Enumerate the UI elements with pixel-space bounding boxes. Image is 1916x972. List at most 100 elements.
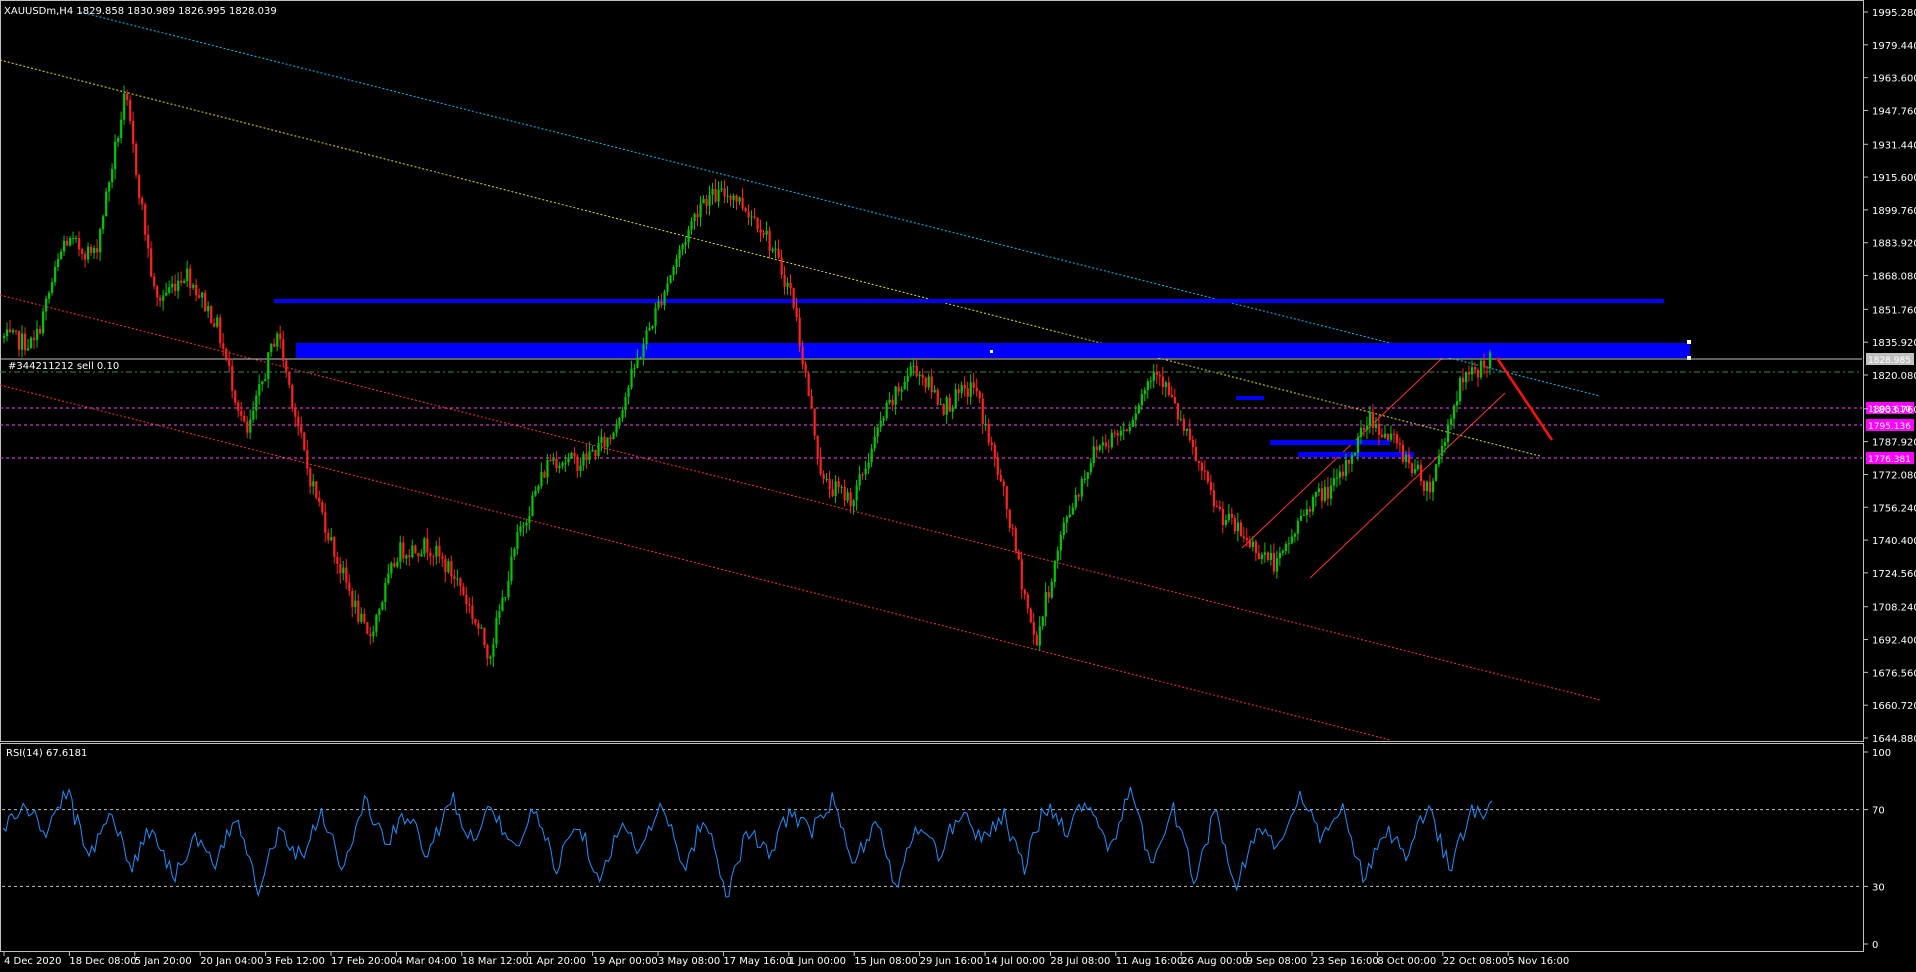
time-tick-label: 1 Jun 00:00 <box>789 956 846 967</box>
time-tick-label: 19 Apr 00:00 <box>593 956 658 967</box>
candle-body <box>864 468 867 475</box>
candle-body <box>1104 442 1107 447</box>
small-zone <box>1236 396 1264 400</box>
candle-body <box>858 474 861 486</box>
candle-body <box>603 436 606 447</box>
candle-body <box>42 311 45 334</box>
price-badge: 1828.985 <box>1866 353 1914 366</box>
candle-body <box>600 436 603 443</box>
candle-body <box>501 597 504 612</box>
zone-handle <box>1687 356 1691 360</box>
candle-body <box>1359 427 1363 437</box>
candle-body <box>777 248 780 258</box>
time-tick-label: 3 May 08:00 <box>658 956 720 967</box>
candle-body <box>879 420 882 428</box>
candle-body <box>771 249 774 251</box>
candle-body <box>1392 433 1396 435</box>
candle-body <box>291 385 294 409</box>
candle-body <box>1416 464 1420 470</box>
candle-body <box>984 423 987 425</box>
candle-body <box>54 267 57 283</box>
candle-body <box>96 248 99 253</box>
candle-body <box>357 600 360 622</box>
candle-body <box>591 449 594 452</box>
candle-body <box>1056 550 1059 561</box>
candle-body <box>690 221 693 230</box>
annotations-layer <box>1495 357 1554 441</box>
candle-body <box>741 197 744 209</box>
candle-body <box>336 556 339 564</box>
candle-body <box>768 230 771 251</box>
candle-body <box>1311 496 1315 512</box>
candle-body <box>918 374 921 377</box>
candle-body <box>114 141 117 170</box>
candle-body <box>1050 582 1053 598</box>
candle-body <box>1173 396 1176 404</box>
candle-body <box>1410 463 1414 474</box>
candle-body <box>228 358 231 367</box>
price-tick-label: 1995.280 <box>1872 8 1916 19</box>
candle-body <box>1116 433 1119 436</box>
candle-body <box>282 339 285 361</box>
candle-body <box>588 451 591 461</box>
candle-body <box>1422 481 1426 491</box>
candle-body <box>18 331 21 350</box>
candle-body <box>963 385 966 389</box>
candle-body <box>873 436 876 449</box>
candle-body <box>1278 552 1282 559</box>
candle-body <box>1365 425 1369 431</box>
candle-body <box>948 397 951 412</box>
candle-body <box>945 397 948 415</box>
candle-body <box>57 259 60 268</box>
candle-body <box>528 515 531 523</box>
candle-body <box>1446 424 1450 443</box>
price-tick-label: 1979.440 <box>1872 41 1916 52</box>
candle-body <box>477 623 480 629</box>
candle-body <box>978 391 981 399</box>
candle-body <box>1356 436 1360 453</box>
candle-body <box>801 346 804 365</box>
candle-body <box>261 381 264 385</box>
candle-body <box>585 453 588 461</box>
candle-body <box>966 388 969 397</box>
order-label[interactable]: #344211212 sell 0.10 <box>8 361 119 372</box>
candle-body <box>522 525 525 527</box>
candle-body <box>1191 439 1194 448</box>
candle-body <box>414 545 417 553</box>
time-tick-label: 1 Apr 20:00 <box>527 956 586 967</box>
candle-body <box>432 556 435 558</box>
candle-body <box>435 545 438 557</box>
candle-body <box>1227 513 1231 521</box>
price-tick-label: 1915.600 <box>1872 173 1916 184</box>
candle-body <box>75 237 78 239</box>
rsi-tick-label: 100 <box>1872 748 1891 759</box>
candle-body <box>894 386 897 405</box>
candle-body <box>312 481 315 487</box>
candle-body <box>822 474 825 480</box>
candle-body <box>648 328 651 331</box>
candle-body <box>921 374 924 378</box>
candle-body <box>1005 486 1008 510</box>
candle-body <box>1095 446 1098 450</box>
candle-body <box>1299 515 1303 521</box>
price-tick-label: 1947.760 <box>1872 106 1916 117</box>
time-tick-label: 17 May 16:00 <box>723 956 792 967</box>
candle-body <box>666 283 669 292</box>
candle-body <box>87 246 90 260</box>
candle-body <box>231 366 234 391</box>
candle-body <box>39 328 42 334</box>
price-badge-bg <box>1866 402 1914 414</box>
candle-body <box>1218 506 1222 510</box>
candle-body <box>810 396 813 409</box>
candle-body <box>957 389 960 394</box>
candle-body <box>1338 471 1342 478</box>
candle-body <box>465 594 468 605</box>
candle-body <box>1101 442 1104 446</box>
candle-body <box>915 365 918 377</box>
time-tick-label: 20 Jan 04:00 <box>200 956 263 967</box>
candle-body <box>909 366 912 376</box>
candle-body <box>1470 367 1474 375</box>
candle-body <box>621 410 624 419</box>
candle-body <box>1146 381 1149 391</box>
